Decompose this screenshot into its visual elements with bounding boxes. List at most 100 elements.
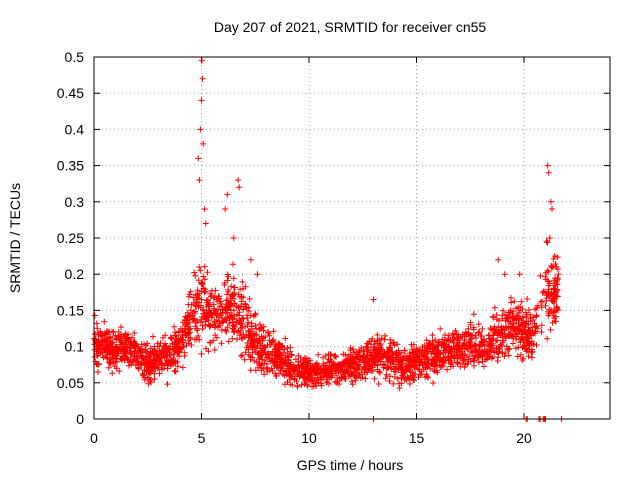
data-point <box>259 345 266 352</box>
data-point <box>221 279 228 286</box>
data-point <box>460 357 467 364</box>
data-point <box>297 372 304 379</box>
data-point <box>268 341 274 348</box>
data-point <box>325 380 332 387</box>
data-point <box>415 366 422 372</box>
data-point <box>478 333 485 339</box>
data-point <box>95 329 101 336</box>
data-point <box>121 341 128 348</box>
data-point <box>364 340 371 347</box>
data-point <box>229 316 236 322</box>
data-point <box>545 312 552 319</box>
data-point <box>471 357 478 364</box>
data-point <box>552 282 559 289</box>
data-point <box>315 369 322 376</box>
data-point <box>538 304 545 311</box>
data-point <box>231 329 238 336</box>
data-point <box>273 349 280 356</box>
data-point <box>151 376 158 382</box>
data-point <box>513 345 519 352</box>
data-point <box>99 332 105 339</box>
data-point <box>374 366 381 373</box>
data-point <box>491 304 498 311</box>
data-point <box>551 295 558 302</box>
data-point <box>551 291 558 298</box>
data-point <box>212 332 219 339</box>
data-point <box>486 353 493 360</box>
data-point <box>179 336 186 343</box>
data-point <box>227 302 234 309</box>
data-point <box>493 316 500 323</box>
data-point <box>146 355 153 361</box>
data-point <box>132 362 139 369</box>
data-point <box>465 325 472 332</box>
data-point <box>393 368 399 375</box>
data-point <box>184 309 191 316</box>
data-point <box>377 369 383 376</box>
data-point <box>451 355 458 362</box>
data-point <box>310 368 317 375</box>
data-point <box>197 302 204 309</box>
data-point <box>300 357 307 363</box>
data-point <box>343 356 350 363</box>
data-point <box>328 374 335 381</box>
data-point <box>418 349 425 356</box>
data-point <box>286 373 293 379</box>
data-point <box>239 352 246 359</box>
data-point <box>240 306 247 313</box>
x-tick-label: 15 <box>409 430 425 446</box>
data-point <box>206 323 213 330</box>
data-point <box>444 366 451 373</box>
data-point <box>479 325 486 332</box>
data-point <box>362 375 369 382</box>
data-point <box>480 348 487 355</box>
data-point <box>539 298 546 305</box>
data-point <box>228 283 235 290</box>
data-point <box>210 301 217 308</box>
x-tick-label: 10 <box>301 430 317 446</box>
data-point <box>398 380 405 387</box>
data-point <box>423 362 430 369</box>
data-point <box>452 327 459 334</box>
data-point <box>512 331 519 338</box>
data-point <box>294 383 301 390</box>
data-point <box>360 357 367 364</box>
data-point <box>465 338 472 345</box>
data-point <box>494 337 501 344</box>
data-point <box>432 368 438 375</box>
data-point <box>375 381 382 387</box>
data-point <box>224 324 231 331</box>
y-tick-label: 0.3 <box>65 194 85 210</box>
data-point <box>501 271 508 278</box>
data-point <box>239 336 246 342</box>
data-point <box>475 330 482 337</box>
data-point <box>261 371 268 378</box>
data-point <box>143 361 149 368</box>
data-point <box>457 355 464 362</box>
data-point <box>146 368 153 375</box>
data-point <box>94 361 101 368</box>
data-point <box>222 327 229 334</box>
y-tick-label: 0 <box>76 411 84 427</box>
data-point <box>410 369 416 376</box>
data-point <box>544 267 551 274</box>
data-point <box>228 307 234 314</box>
data-point <box>478 353 484 360</box>
data-point <box>268 339 275 346</box>
data-point <box>471 352 478 359</box>
data-point <box>368 351 375 358</box>
data-point <box>349 370 356 377</box>
data-point <box>201 289 208 296</box>
data-point <box>466 339 473 346</box>
data-point <box>533 342 540 349</box>
data-point <box>236 184 243 191</box>
data-point <box>513 325 520 332</box>
data-point <box>285 363 292 370</box>
data-point <box>187 336 193 342</box>
data-point <box>192 323 199 330</box>
data-point <box>266 332 273 339</box>
data-point <box>284 345 291 351</box>
data-point <box>237 286 244 293</box>
data-point <box>102 353 109 360</box>
